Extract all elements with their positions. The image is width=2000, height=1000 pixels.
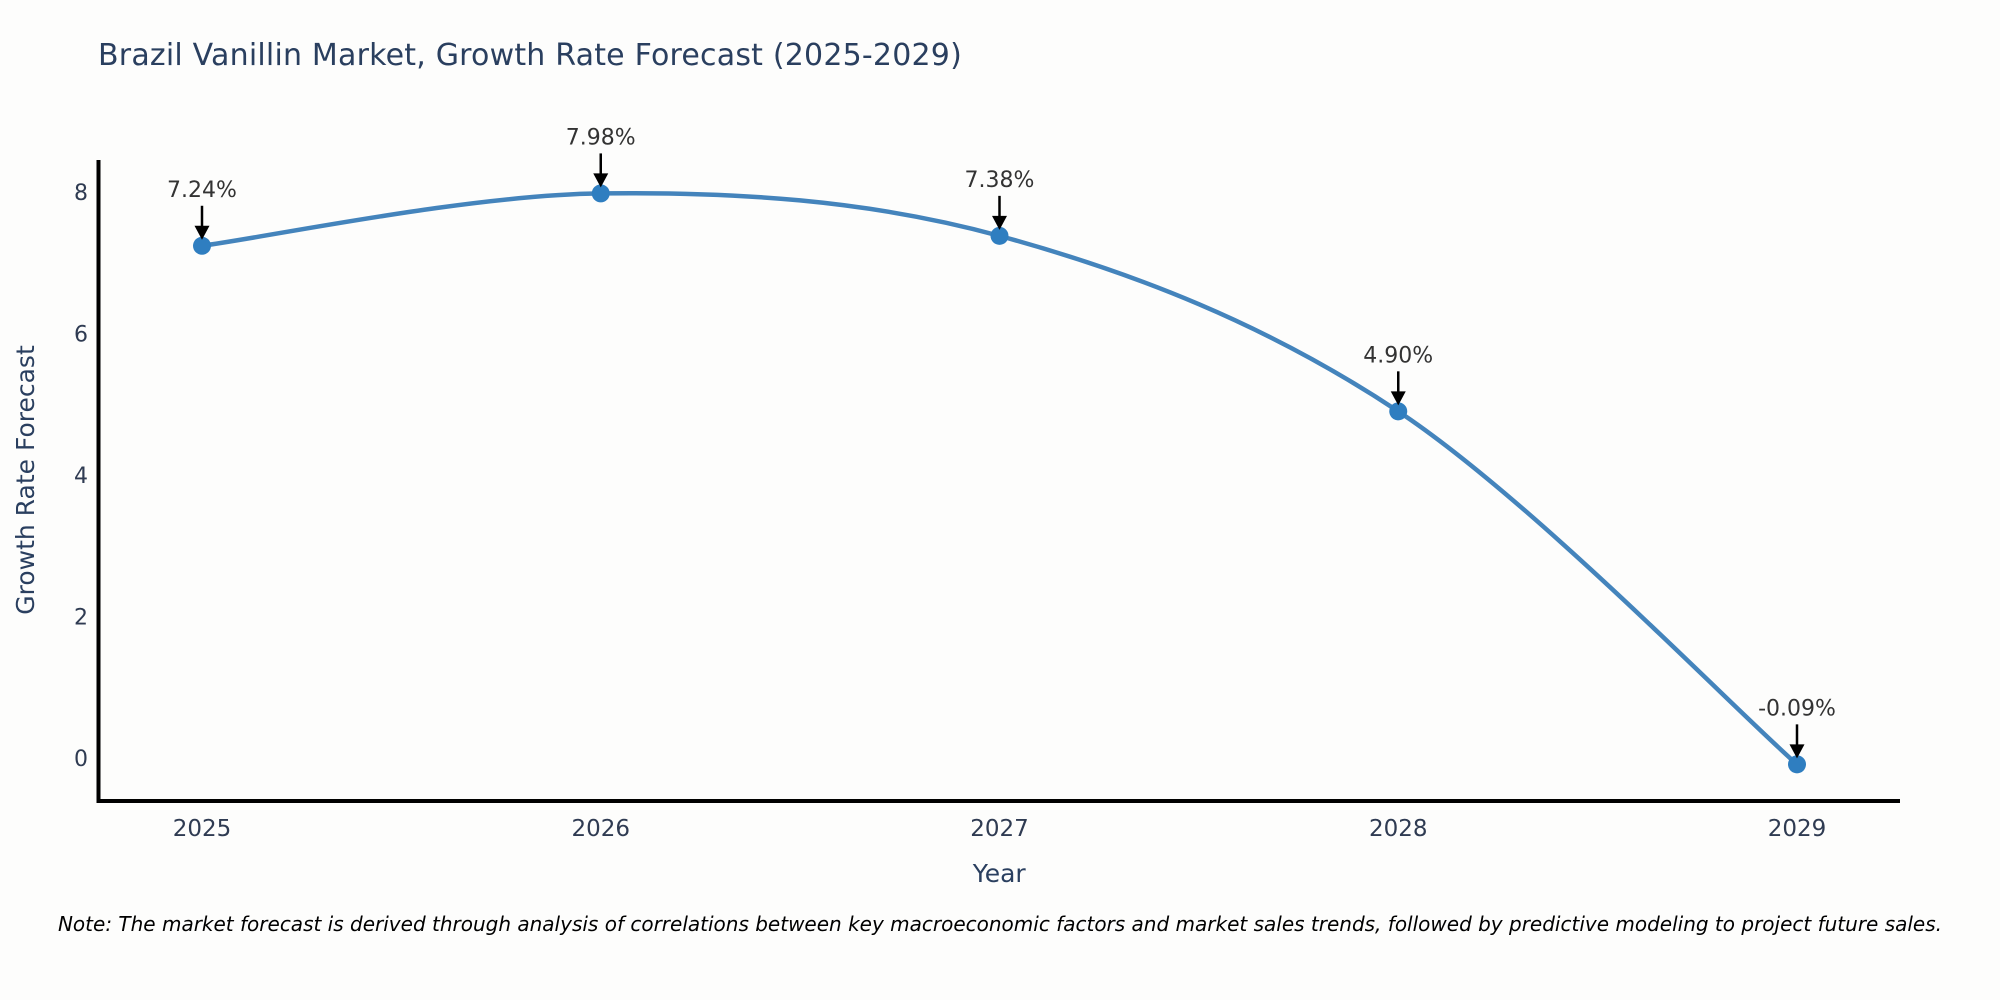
annotation-label: 4.90% bbox=[1363, 343, 1433, 368]
y-tick-label: 8 bbox=[74, 181, 88, 206]
annotation-arrow-head bbox=[593, 173, 609, 188]
chart-title: Brazil Vanillin Market, Growth Rate Fore… bbox=[98, 38, 962, 73]
annotation-label: 7.24% bbox=[167, 178, 237, 203]
x-tick-label: 2025 bbox=[173, 816, 232, 842]
y-tick-label: 2 bbox=[74, 606, 88, 631]
y-tick-label: 6 bbox=[74, 323, 88, 348]
data-point-marker bbox=[1788, 755, 1806, 774]
data-point-marker bbox=[591, 184, 610, 203]
annotation-arrow-head bbox=[992, 215, 1007, 230]
y-tick-label: 0 bbox=[74, 747, 88, 772]
annotation-label: 7.98% bbox=[566, 125, 636, 150]
annotation-arrow-head bbox=[1789, 744, 1805, 759]
x-tick-label: 2028 bbox=[1369, 816, 1428, 842]
data-point-marker bbox=[990, 226, 1009, 245]
x-tick-label: 2027 bbox=[970, 816, 1029, 842]
annotation-label: -0.09% bbox=[1758, 696, 1836, 721]
annotation-arrow-head bbox=[1390, 391, 1406, 406]
x-tick-label: 2029 bbox=[1768, 816, 1827, 842]
data-point-marker bbox=[193, 236, 211, 255]
trend-line bbox=[199, 190, 1800, 767]
annotation-arrow-head bbox=[194, 225, 210, 240]
data-point-marker bbox=[1389, 402, 1408, 421]
x-tick-label: 2026 bbox=[571, 816, 630, 842]
annotation-label: 7.38% bbox=[965, 168, 1035, 193]
x-axis-title: Year bbox=[972, 859, 1027, 888]
y-axis-title: Growth Rate Forecast bbox=[11, 345, 40, 615]
y-tick-label: 4 bbox=[74, 464, 88, 489]
footnote: Note: The market forecast is derived thr… bbox=[57, 912, 1943, 936]
